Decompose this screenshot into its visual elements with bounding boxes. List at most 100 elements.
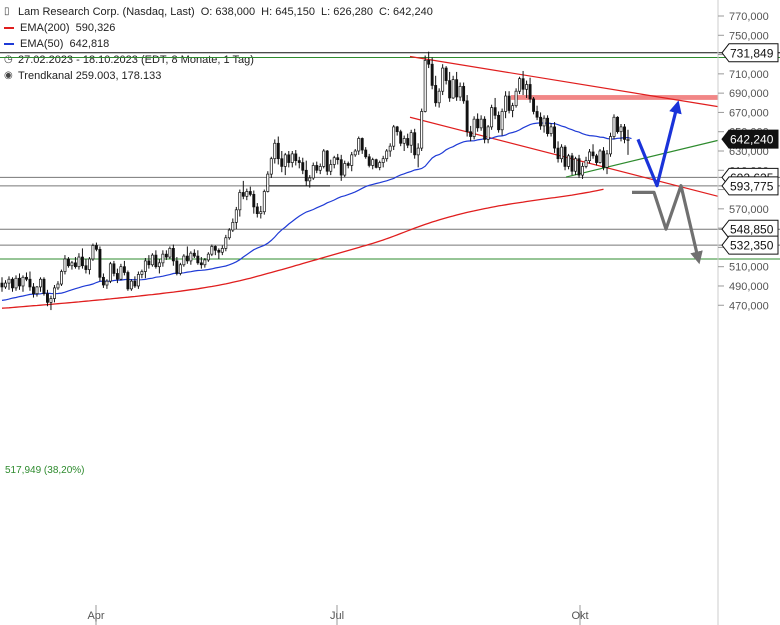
candle	[56, 281, 60, 290]
candle	[336, 153, 340, 165]
candle	[455, 71, 459, 101]
candle-body	[108, 263, 112, 282]
candle-body	[553, 126, 557, 149]
candle-body	[525, 84, 529, 90]
candle-body	[241, 192, 245, 197]
candle	[245, 188, 249, 201]
candle	[84, 258, 88, 274]
candle	[259, 205, 263, 219]
candle	[479, 115, 483, 131]
candle-body	[150, 254, 154, 266]
candle-body	[105, 280, 109, 286]
candle	[311, 162, 315, 180]
candle	[297, 156, 301, 169]
candle	[364, 147, 368, 159]
candle-body	[427, 60, 431, 65]
y-tick-label: 490,000	[729, 281, 769, 293]
candle	[427, 51, 431, 69]
candle-body	[549, 126, 553, 134]
candle	[553, 122, 557, 153]
candle-body	[94, 245, 98, 250]
candle-body	[60, 271, 63, 285]
candle-body	[420, 111, 424, 149]
candle	[360, 137, 364, 154]
candle	[0, 277, 4, 292]
candle	[535, 105, 539, 121]
candle-body	[217, 249, 221, 253]
candle	[87, 257, 91, 275]
candle	[203, 258, 207, 268]
candle	[490, 104, 494, 130]
candle	[80, 248, 84, 269]
y-tick-label: 770,000	[729, 11, 769, 23]
candle	[626, 129, 630, 155]
candle-body	[28, 278, 32, 288]
candle	[444, 66, 448, 85]
candle	[192, 249, 196, 259]
candle-body	[4, 282, 7, 288]
candle	[150, 253, 154, 267]
candle-body	[434, 85, 438, 104]
candle-body	[252, 194, 256, 208]
candle	[185, 246, 189, 264]
candle-body	[220, 248, 224, 253]
candle-body	[84, 265, 88, 270]
candle	[101, 273, 105, 288]
x-tick-label: Apr	[87, 610, 104, 622]
candle-body	[87, 258, 91, 270]
candle	[609, 132, 612, 157]
candle-body	[402, 138, 406, 144]
candle-body	[353, 150, 357, 156]
candle-body	[231, 221, 235, 231]
candle-body	[451, 79, 455, 99]
candle	[619, 123, 623, 142]
candle	[164, 250, 168, 260]
candle	[448, 71, 452, 102]
candle-body	[483, 118, 487, 140]
candle	[231, 218, 235, 232]
candle	[217, 248, 221, 259]
candle-body	[269, 158, 273, 175]
candle	[591, 144, 595, 159]
candle	[497, 111, 501, 133]
clock-icon: ◷	[4, 54, 13, 65]
candle-body	[203, 259, 207, 266]
legend-ema50-row: EMA(50) 642,818	[4, 36, 433, 52]
candle-body	[206, 253, 210, 261]
y-tick-label: 630,000	[729, 146, 769, 158]
candle-body	[378, 162, 382, 168]
ohlc-high: 645,150	[275, 6, 315, 18]
candle-body	[570, 155, 574, 172]
candle-body	[14, 277, 18, 289]
candle-body	[70, 262, 74, 267]
candle	[115, 268, 119, 284]
candle-body	[619, 126, 623, 133]
candle-body	[399, 131, 403, 144]
candle	[143, 258, 147, 279]
price-label: 642,240	[721, 129, 779, 149]
candle	[346, 161, 350, 169]
candle	[238, 189, 242, 217]
ohlc-open: 638,000	[215, 6, 256, 18]
candle	[353, 149, 357, 157]
candle	[437, 88, 441, 108]
ohlc-high-label: H:	[261, 6, 273, 18]
candle-body	[66, 258, 70, 267]
candle	[227, 228, 231, 240]
candle	[98, 246, 102, 282]
candle-body	[486, 126, 490, 140]
candle-body	[605, 153, 609, 168]
candle	[175, 257, 179, 276]
ema200-label: EMA(200)	[20, 22, 70, 34]
candle-body	[581, 166, 584, 176]
candle	[42, 277, 46, 296]
candle-body	[248, 191, 252, 195]
candle	[255, 203, 259, 218]
candle	[577, 154, 581, 178]
candle	[287, 150, 291, 168]
candle-body	[521, 78, 525, 90]
candle	[598, 149, 602, 164]
candle	[350, 151, 354, 172]
candle-body	[164, 253, 168, 258]
candle	[399, 129, 403, 147]
